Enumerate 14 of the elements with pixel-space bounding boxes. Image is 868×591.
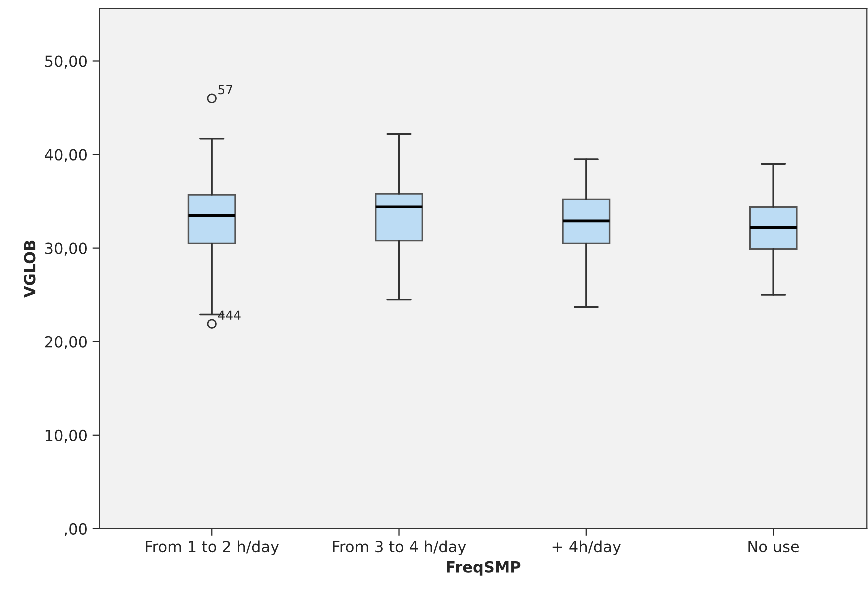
x-tick-label: No use	[748, 541, 800, 553]
y-tick-label: 30,00	[45, 242, 87, 256]
y-tick-label: 40,00	[45, 149, 87, 162]
y-tick-label: ,00	[64, 523, 87, 537]
y-tick-label: 20,00	[45, 336, 87, 350]
y-tick-label: 50,00	[45, 56, 87, 69]
y-axis-title: VGLOB	[24, 240, 36, 298]
y-tick-label: 10,00	[46, 430, 87, 443]
annotation: 57	[218, 85, 233, 95]
x-tick-label: From 1 to 2 h/day	[146, 540, 280, 556]
x-tick-label: + 4h/day	[552, 540, 622, 556]
x-tick-label: From 3 to 4 h/day	[333, 540, 466, 556]
x-axis-title: FreqSMP	[447, 561, 521, 576]
annotation: 444	[218, 310, 241, 320]
